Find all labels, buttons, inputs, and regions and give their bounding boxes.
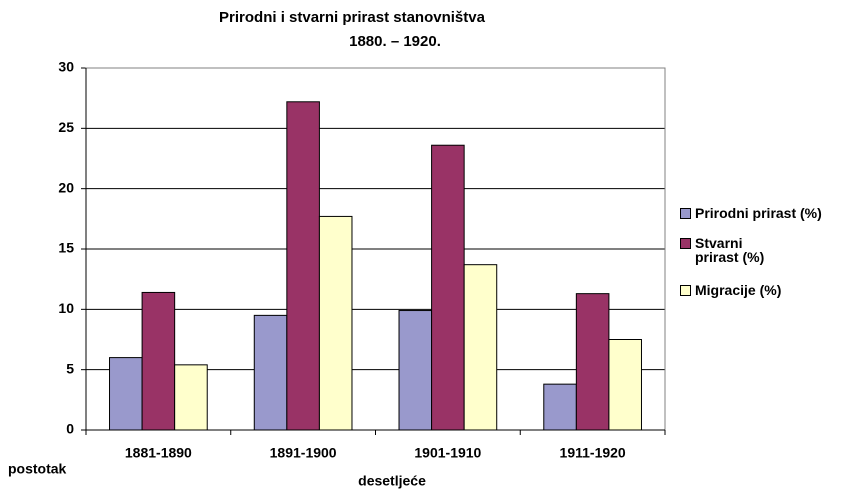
legend-item: Prirodni prirast (%) — [680, 206, 846, 220]
chart-title: Prirodni i stvarni prirast stanovništva — [219, 9, 486, 26]
bar — [318, 215, 353, 431]
legend-swatch — [680, 285, 691, 296]
x-axis-label: desetljeće — [358, 473, 426, 489]
bar — [463, 264, 498, 431]
y-tick-label: 15 — [58, 240, 74, 256]
x-tick-label: 1891-1900 — [270, 445, 337, 461]
bar — [253, 314, 288, 431]
x-tick-label: 1881-1890 — [125, 445, 192, 461]
legend-label: Prirodni prirast (%) — [695, 205, 822, 221]
y-tick-label: 20 — [58, 179, 74, 195]
legend-item: Stvarni prirast (%) — [680, 236, 770, 264]
legend-label: Migracije (%) — [695, 282, 782, 298]
bar — [431, 144, 465, 431]
chart-subtitle: 1880. – 1920. — [349, 33, 441, 50]
bar — [575, 293, 610, 431]
bar — [543, 383, 577, 431]
y-axis-label: postotak — [8, 461, 67, 477]
y-tick-label: 0 — [66, 421, 74, 437]
legend-swatch — [680, 208, 691, 219]
bar — [174, 364, 208, 431]
bar — [608, 339, 642, 431]
bar — [109, 357, 143, 431]
bar — [398, 310, 433, 431]
legend-item: Migracije (%) — [680, 283, 846, 297]
y-tick-label: 30 — [58, 59, 74, 75]
y-tick-label: 5 — [66, 360, 74, 376]
x-tick-label: 1911-1920 — [560, 445, 626, 461]
bar — [286, 101, 320, 431]
y-tick-label: 10 — [58, 300, 74, 316]
y-tick-label: 25 — [58, 119, 74, 135]
legend-swatch — [680, 238, 691, 249]
x-tick-label: 1901-1910 — [414, 445, 481, 461]
bar — [141, 291, 176, 431]
legend-label: Stvarni prirast (%) — [695, 235, 765, 265]
